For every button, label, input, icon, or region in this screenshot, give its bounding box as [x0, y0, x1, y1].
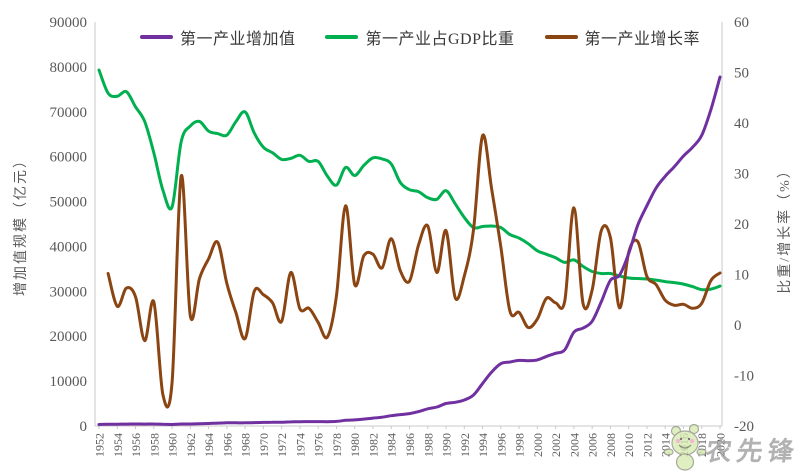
legend-label-growth-rate: 第一产业增长率 [584, 31, 701, 48]
x-axis-tick-label: 1956 [129, 433, 143, 457]
x-axis-tick-label: 1988 [421, 433, 435, 457]
x-axis-tick-label: 1994 [476, 433, 490, 457]
y-axis-right-tick-label: 60 [734, 15, 749, 31]
y-axis-left-tick-label: 90000 [50, 15, 88, 31]
y-axis-right-tick-label: 20 [734, 217, 749, 233]
y-axis-left-tick-label: 30000 [50, 284, 88, 300]
legend-item-growth-rate: 第一产业增长率 [544, 25, 701, 49]
legend-item-gdp-share: 第一产业占GDP比重 [325, 25, 514, 49]
x-axis-tick-label: 1958 [147, 433, 161, 457]
x-axis-tick-label: 2020 [714, 433, 728, 457]
y-axis-left-tick-label: 0 [80, 419, 88, 435]
x-axis-tick-label: 1964 [202, 433, 216, 457]
left-axis-title: 增加值规模（亿元） [14, 152, 29, 296]
x-axis-tick-label: 1982 [366, 433, 380, 457]
y-axis-left-tick-label: 70000 [50, 105, 88, 121]
x-axis-tick-label: 1952 [93, 433, 107, 457]
growth-rate-line [106, 133, 722, 409]
y-axis-left-tick-label: 20000 [50, 329, 88, 345]
x-axis-tick-label: 1962 [184, 433, 198, 457]
y-axis-right-tick-label: 10 [734, 268, 749, 284]
x-axis-tick-label: 1976 [312, 433, 326, 457]
legend-swatch-growth-rate [544, 35, 578, 39]
x-axis-tick-label: 1990 [440, 433, 454, 457]
x-axis-tick-label: 1984 [385, 433, 399, 457]
x-axis-tick-label: 2004 [567, 433, 581, 457]
mascot-icon [663, 424, 707, 471]
legend-swatch-added-value [139, 35, 173, 39]
x-axis-tick-label: 1986 [403, 433, 417, 457]
y-axis-left-tick-label: 80000 [50, 60, 88, 76]
y-axis-right-tick-label: 0 [734, 318, 742, 334]
x-axis-tick-label: 1980 [348, 433, 362, 457]
x-axis-tick-label: 1978 [330, 433, 344, 457]
x-axis-tick-label: 1966 [220, 433, 234, 457]
x-axis-tick-label: 2010 [622, 433, 636, 457]
legend-swatch-gdp-share [325, 35, 359, 39]
watermark: 农先锋 [663, 424, 800, 474]
y-axis-right-tick-label: 40 [734, 116, 749, 132]
x-axis-tick-label: 1996 [494, 433, 508, 457]
y-axis-right-tick-label: -10 [734, 369, 754, 385]
x-axis-tick-label: 2008 [604, 433, 618, 457]
y-axis-right-tick-label: 50 [734, 66, 749, 82]
right-axis-title: 比重/增长率（%） [778, 162, 793, 294]
x-axis-tick-label: 1968 [239, 433, 253, 457]
y-axis-left-tick-label: 60000 [50, 150, 88, 166]
watermark-text: 农先锋 [703, 437, 800, 466]
legend-label-added-value: 第一产业增加值 [179, 31, 296, 48]
x-axis-tick-label: 1960 [166, 433, 180, 457]
x-axis-tick-label: 1974 [293, 433, 307, 457]
y-axis-left-tick-label: 50000 [50, 195, 88, 211]
x-axis-tick-label: 1970 [257, 433, 271, 457]
legend-label-gdp-share: 第一产业占GDP比重 [365, 31, 515, 48]
x-axis-tick-label: 2006 [586, 433, 600, 457]
y-axis-right-tick-label: 30 [734, 167, 749, 183]
legend: 第一产业增加值 第一产业占GDP比重 第一产业增长率 [100, 25, 740, 49]
x-axis-tick-label: 2002 [549, 433, 563, 457]
added-value-line [97, 75, 722, 426]
gdp-share-line [97, 68, 722, 292]
y-axis-left-tick-label: 40000 [50, 239, 88, 255]
y-axis-right-tick-label: -20 [734, 419, 754, 435]
x-axis-tick-label: 2000 [531, 433, 545, 457]
x-axis-tick-label: 1998 [513, 433, 527, 457]
legend-item-added-value: 第一产业增加值 [139, 25, 296, 49]
x-axis-tick-label: 1992 [458, 433, 472, 457]
x-axis-tick-label: 1972 [275, 433, 289, 457]
x-axis-tick-label: 2012 [640, 433, 654, 457]
x-axis-tick-label: 1954 [111, 433, 125, 457]
y-axis-left-tick-label: 10000 [50, 374, 88, 390]
